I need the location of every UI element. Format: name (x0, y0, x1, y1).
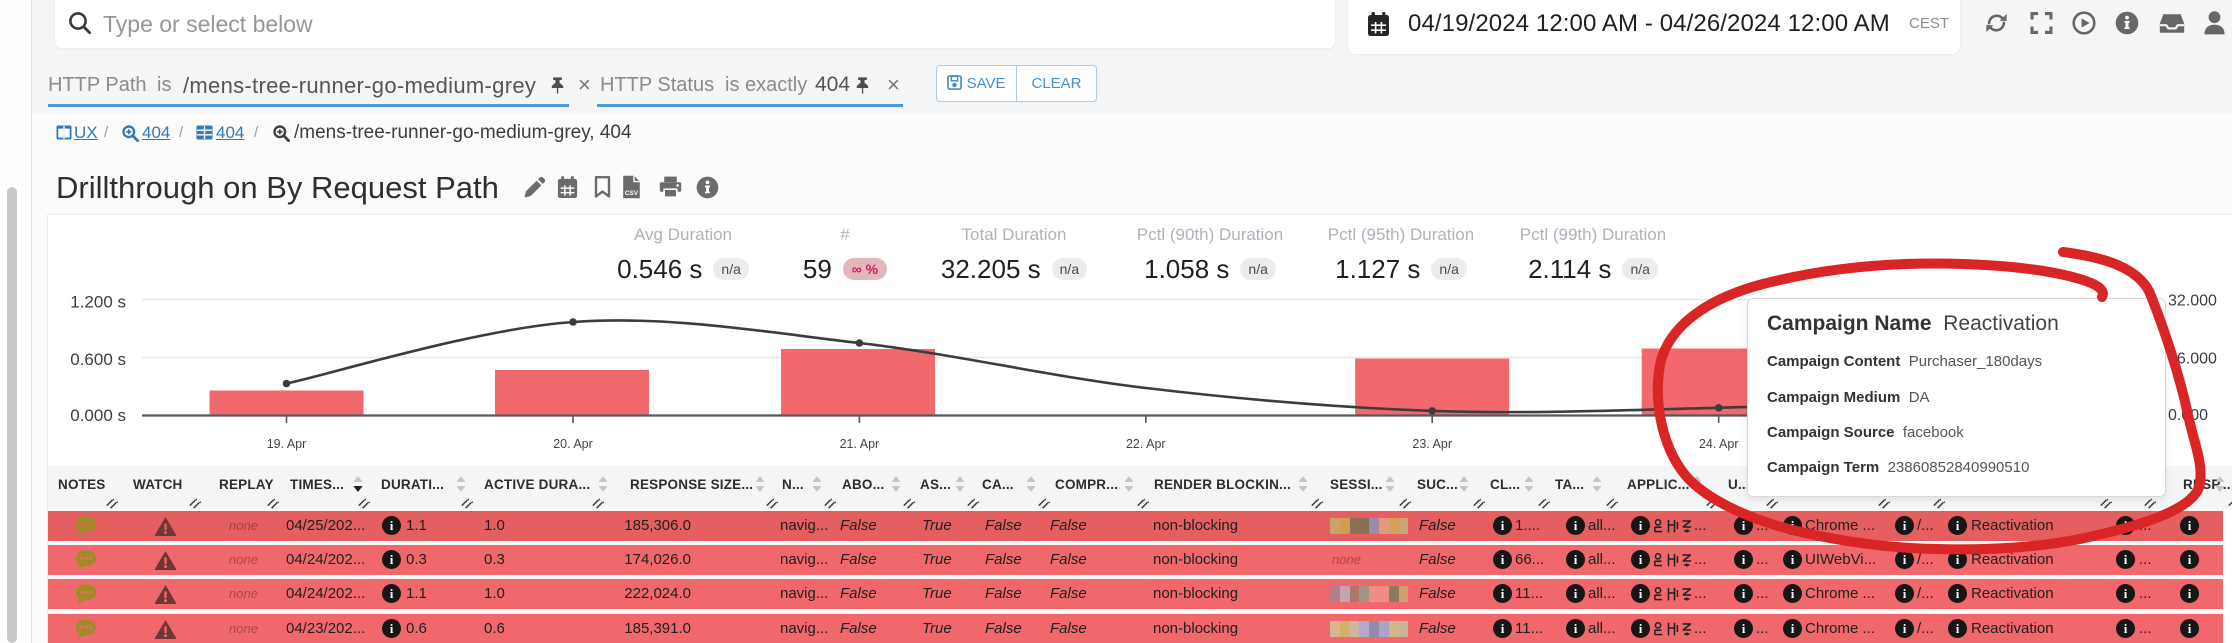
svg-text:0.000 s: 0.000 s (70, 406, 126, 425)
svg-text:16.000: 16.000 (2168, 351, 2217, 368)
svg-text:19. Apr: 19. Apr (267, 437, 307, 451)
svg-text:CSV: CSV (625, 190, 639, 197)
svg-text:23. Apr: 23. Apr (1412, 437, 1452, 451)
svg-text:32.000: 32.000 (2168, 293, 2217, 310)
svg-text:24. Apr: 24. Apr (1699, 437, 1739, 451)
svg-text:1.200 s: 1.200 s (70, 293, 126, 312)
svg-text:20. Apr: 20. Apr (553, 437, 593, 451)
svg-text:21. Apr: 21. Apr (840, 437, 880, 451)
svg-text:0.600 s: 0.600 s (70, 350, 126, 369)
svg-text:0.000: 0.000 (2168, 407, 2208, 424)
svg-text:22. Apr: 22. Apr (1126, 437, 1166, 451)
